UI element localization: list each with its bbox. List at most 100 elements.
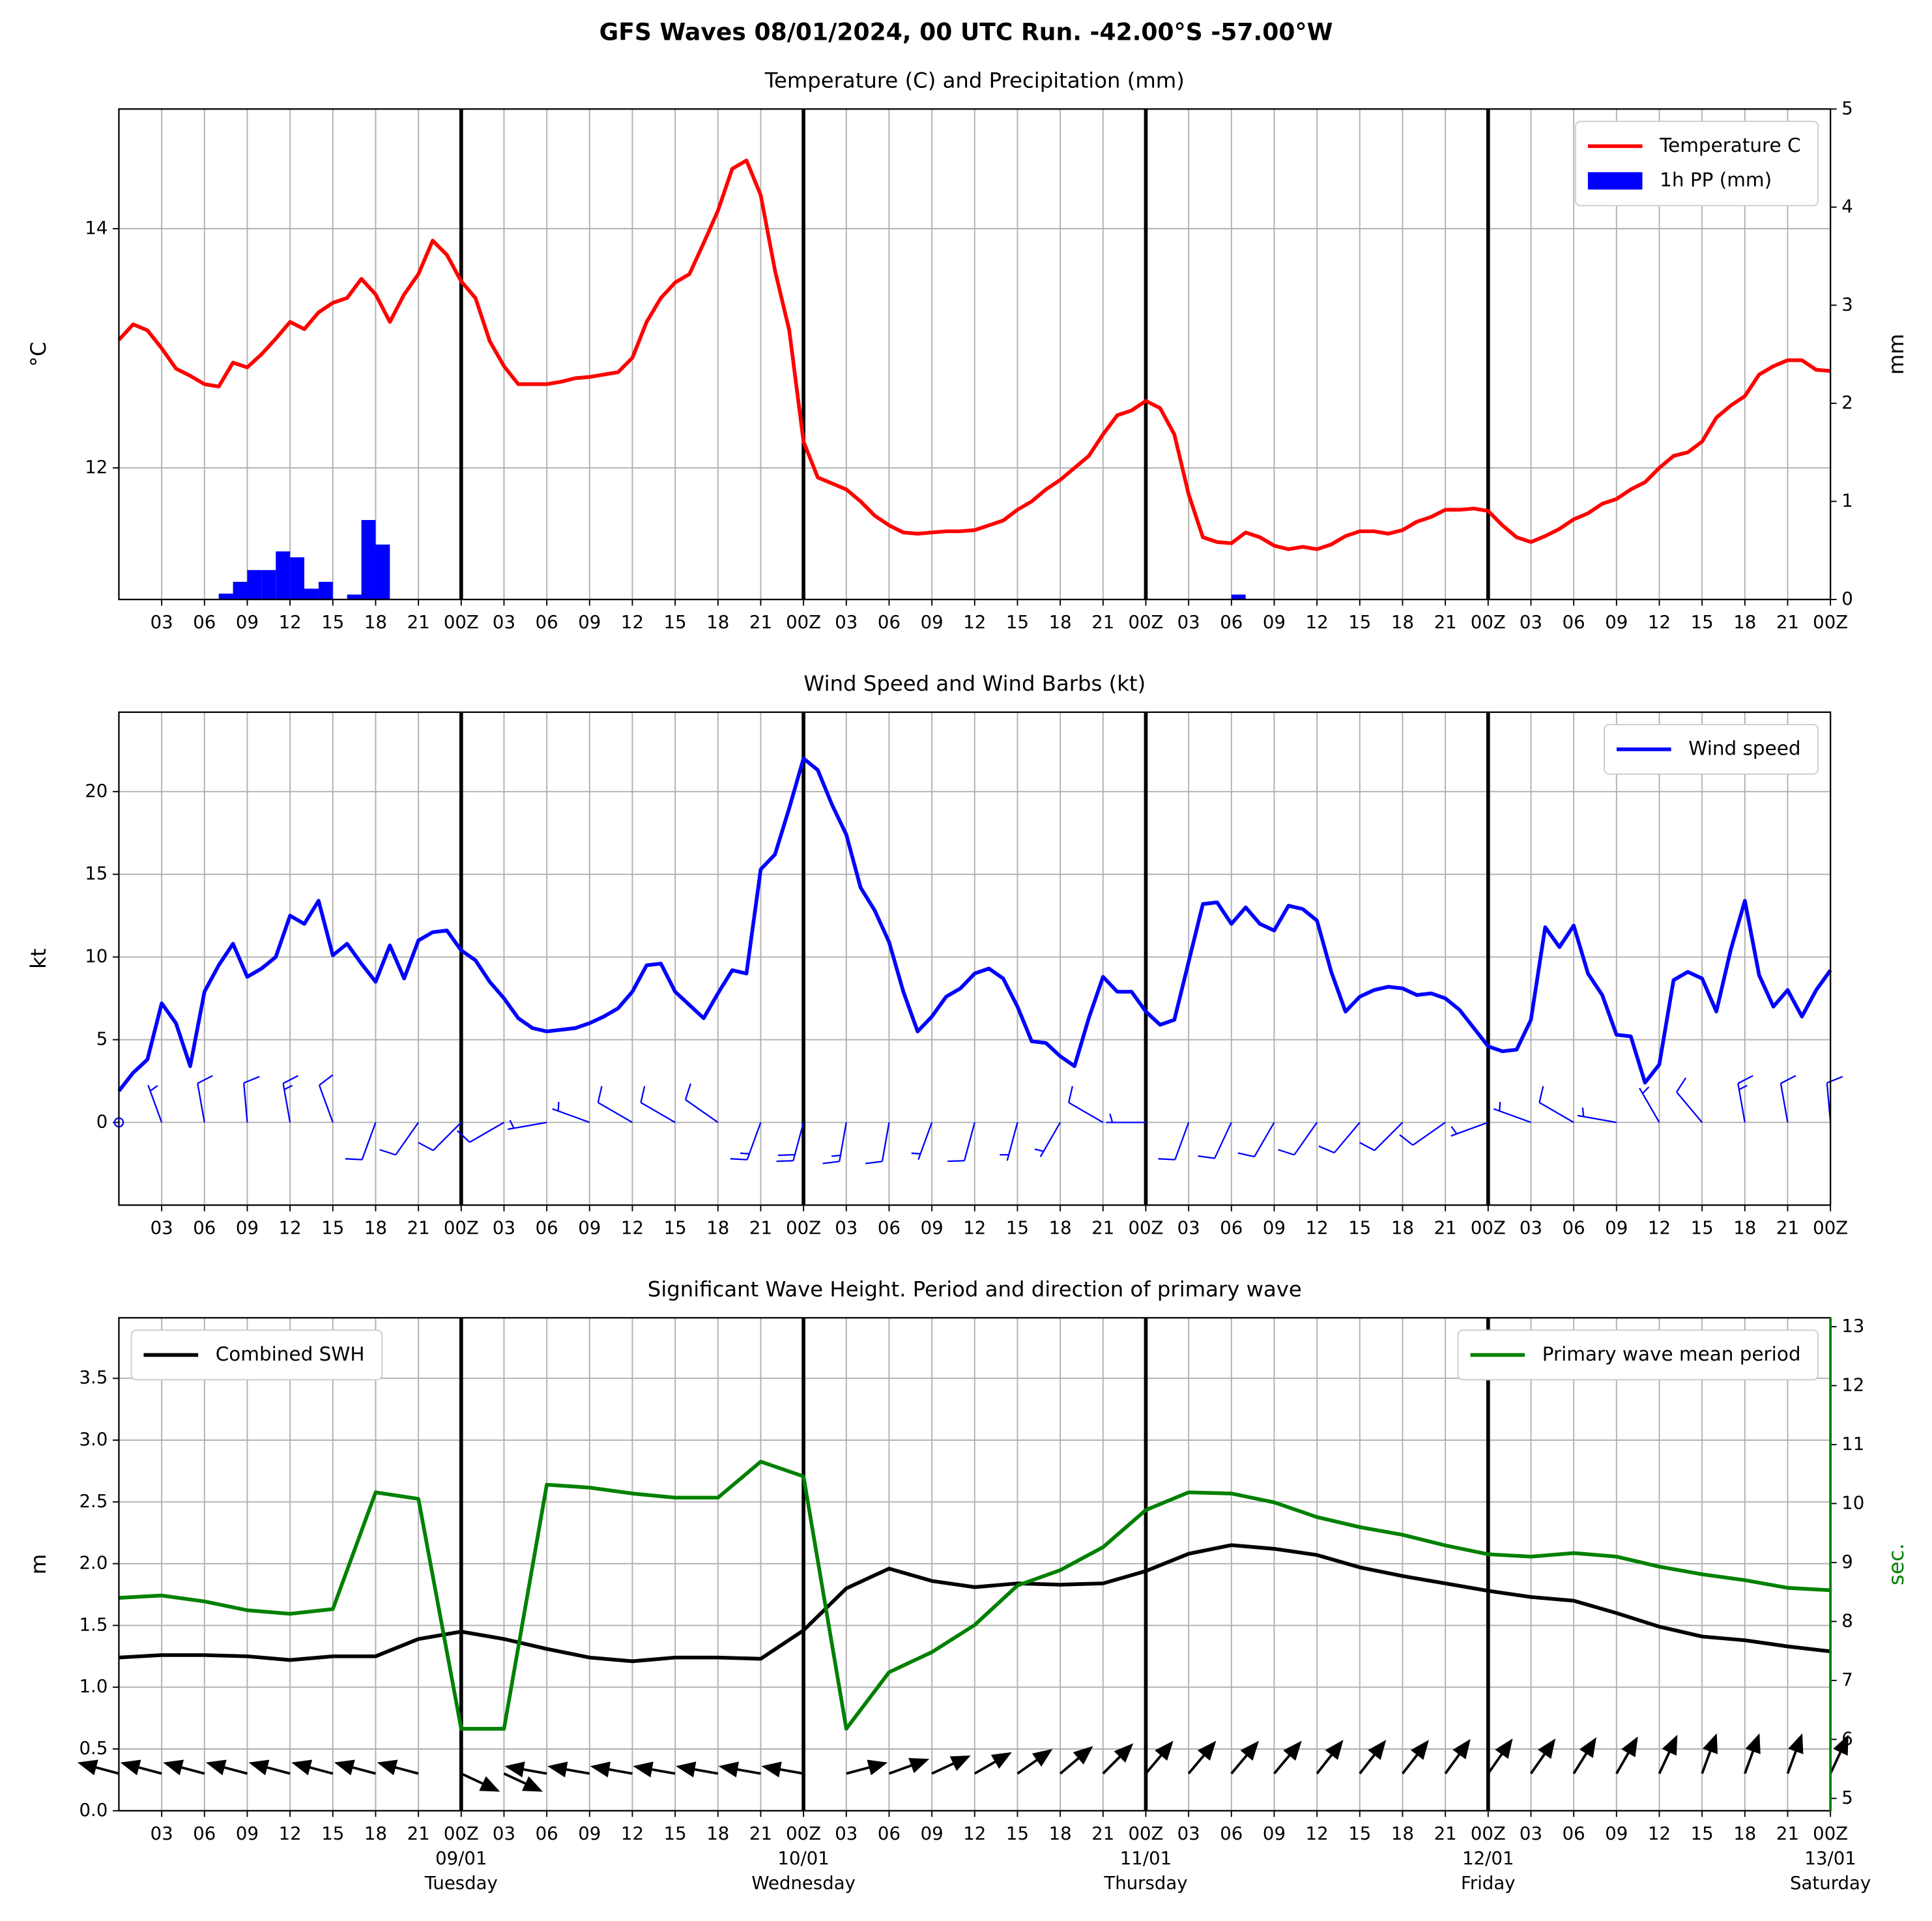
- x-tick-label: 18: [1391, 1823, 1414, 1844]
- wind-barb: [640, 1086, 676, 1123]
- wave-arrow: [1273, 1740, 1302, 1774]
- x-tick-label: 06: [193, 1217, 216, 1238]
- x-tick-label: 09: [578, 1823, 601, 1844]
- wave-arrow: [377, 1759, 419, 1776]
- legend-label: 1h PP (mm): [1660, 169, 1772, 191]
- wind-barb: [1639, 1086, 1660, 1123]
- wave-arrow: [120, 1759, 162, 1776]
- precip-bar: [290, 557, 305, 599]
- x-tick-label: 21: [1434, 612, 1457, 633]
- y-tick-label: 12: [85, 457, 108, 478]
- precip-bar: [233, 581, 248, 599]
- x-tick-label: 18: [1733, 1823, 1756, 1844]
- x-tick-label: 00Z: [1471, 1823, 1506, 1844]
- wind-barb: [282, 1075, 299, 1123]
- x-tick-label: 09: [236, 1823, 259, 1844]
- wave-arrow: [1829, 1735, 1849, 1774]
- y-axis-label: °C: [26, 341, 51, 367]
- x-tick-label: 00Z: [786, 1823, 821, 1844]
- day-date-label: 11/01: [1120, 1848, 1172, 1869]
- wind-barb: [1034, 1121, 1061, 1157]
- precip-bar: [1231, 594, 1246, 599]
- x-tick-label: 09: [1263, 1823, 1286, 1844]
- wind-barb: [508, 1119, 547, 1131]
- wave-arrow: [334, 1759, 376, 1776]
- x-tick-label: 21: [407, 1823, 430, 1844]
- y-axis-label: m: [26, 1554, 51, 1574]
- x-tick-label: 18: [364, 1217, 387, 1238]
- x-tick-label: 03: [151, 1217, 173, 1238]
- day-date-label: 13/01: [1804, 1848, 1856, 1869]
- x-tick-label: 12: [1306, 612, 1329, 633]
- x-tick-label: 21: [407, 1217, 430, 1238]
- wave-arrow: [1401, 1739, 1429, 1774]
- legend-swatch: [1587, 172, 1643, 190]
- x-tick-label: 00Z: [1129, 612, 1164, 633]
- wave-arrow: [77, 1759, 119, 1776]
- x-tick-label: 06: [1220, 1823, 1243, 1844]
- wave-arrow: [504, 1761, 547, 1778]
- wind-barb: [1000, 1122, 1018, 1161]
- x-tick-label: 21: [1091, 1217, 1114, 1238]
- day-weekday-label: Wednesday: [751, 1873, 855, 1894]
- wave-arrow: [633, 1761, 676, 1778]
- x-tick-label: 06: [1563, 1823, 1585, 1844]
- series-line: [119, 1460, 1831, 1731]
- day-date-label: 12/01: [1462, 1848, 1514, 1869]
- x-tick-label: 21: [749, 612, 772, 633]
- x-tick-label: 18: [1391, 1217, 1414, 1238]
- x-tick-label: 06: [536, 1823, 558, 1844]
- wave-arrow: [291, 1759, 334, 1776]
- wind-barb: [1359, 1121, 1404, 1151]
- legend: Combined SWH: [130, 1329, 383, 1381]
- wave-arrow: [205, 1759, 248, 1776]
- x-tick-label: 06: [536, 612, 558, 633]
- y2-tick-label: 9: [1841, 1552, 1853, 1572]
- wave-arrow: [1786, 1733, 1804, 1774]
- x-tick-label: 21: [749, 1217, 772, 1238]
- precip-bar: [361, 520, 376, 599]
- x-tick-label: 21: [1776, 1823, 1799, 1844]
- wave-arrow: [718, 1761, 761, 1778]
- y-tick-label: 3.5: [79, 1367, 108, 1388]
- y-tick-label: 10: [85, 946, 108, 967]
- day-date-label: 09/01: [435, 1848, 487, 1869]
- x-tick-label: 06: [878, 1217, 901, 1238]
- x-tick-label: 21: [407, 612, 430, 633]
- x-tick-label: 03: [493, 612, 515, 633]
- y2-tick-label: 13: [1841, 1316, 1864, 1336]
- precip-bar: [375, 544, 390, 599]
- y-tick-label: 2.0: [79, 1553, 108, 1574]
- x-tick-label: 21: [1776, 612, 1799, 633]
- wind-barb: [822, 1122, 847, 1164]
- y-tick-label: 0: [96, 1111, 108, 1132]
- wave-arrow: [1230, 1740, 1260, 1774]
- day-date-label: 10/01: [777, 1848, 829, 1869]
- x-tick-label: 03: [1520, 612, 1542, 633]
- x-tick-label: 15: [664, 612, 687, 633]
- x-tick-label: 06: [1220, 612, 1243, 633]
- wind-barb: [1780, 1075, 1796, 1123]
- plot-frame: [118, 711, 1832, 1206]
- x-tick-label: 18: [1733, 612, 1756, 633]
- panel-title: Wind Speed and Wind Barbs (kt): [803, 671, 1146, 696]
- precip-bar: [276, 551, 291, 599]
- y-tick-label: 1.0: [79, 1676, 108, 1697]
- y-tick-label: 5: [96, 1029, 108, 1050]
- x-tick-label: 09: [1263, 612, 1286, 633]
- x-tick-label: 06: [193, 1823, 216, 1844]
- x-tick-label: 06: [878, 1823, 901, 1844]
- x-tick-label: 15: [321, 612, 344, 633]
- x-tick-label: 00Z: [444, 1217, 479, 1238]
- legend-label: Primary wave mean period: [1542, 1343, 1801, 1365]
- x-tick-label: 12: [621, 1217, 644, 1238]
- x-tick-label: 15: [321, 1217, 344, 1238]
- x-tick-label: 12: [963, 1217, 986, 1238]
- y2-tick-label: 5: [1841, 98, 1853, 119]
- x-tick-label: 18: [1391, 612, 1414, 633]
- wave-arrow: [163, 1759, 205, 1776]
- wind-barb: [243, 1076, 260, 1123]
- x-tick-label: 15: [1691, 612, 1714, 633]
- wave-arrow: [973, 1752, 1012, 1775]
